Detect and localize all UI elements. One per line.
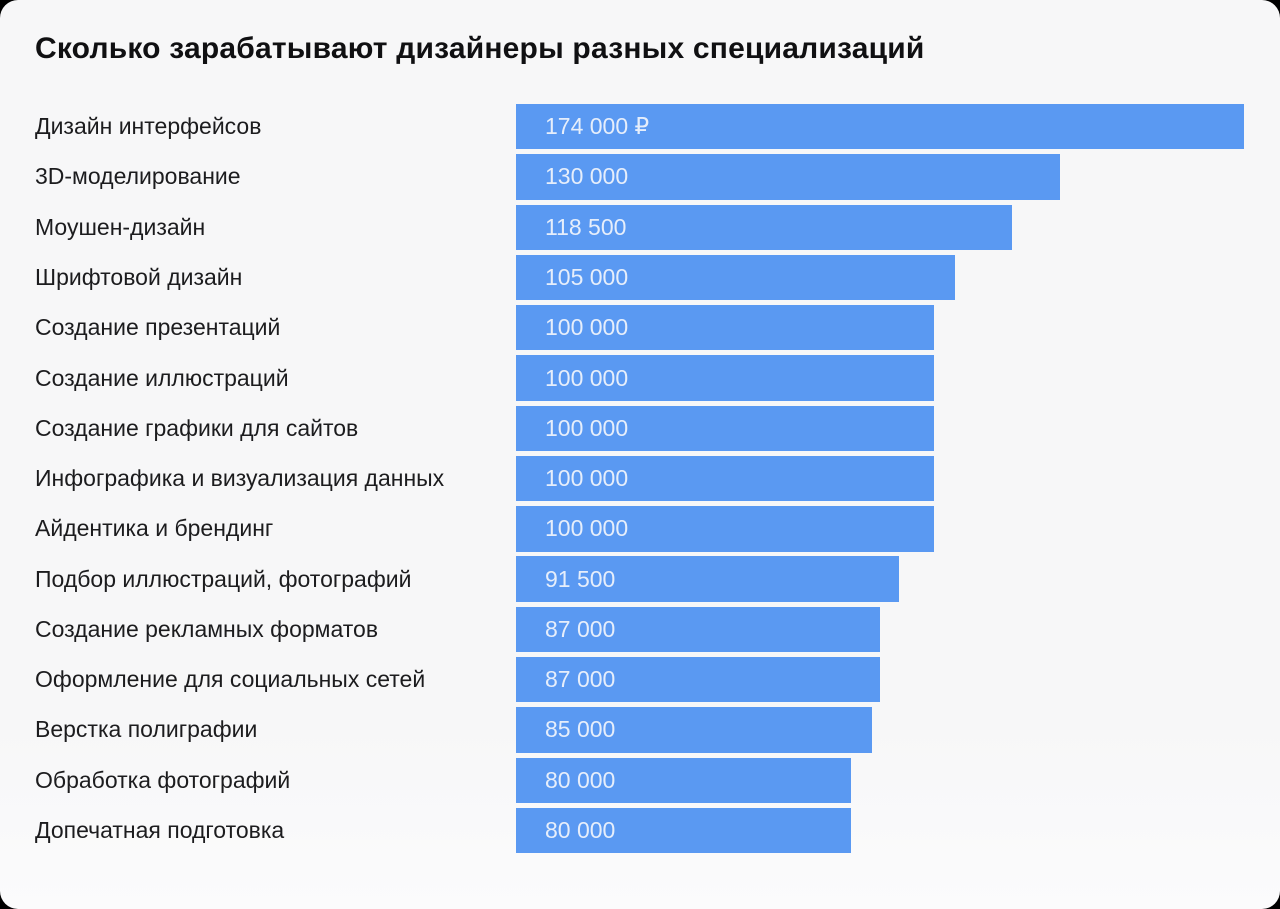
bar-row: Дизайн интерфейсов 174 000 ₽ [0,104,1280,150]
bar-row: Айдентика и брендинг 100 000 [0,506,1280,552]
bar-value-label: 91 500 [545,565,616,592]
bar-value-label: 118 500 [545,213,627,240]
bar: 80 000 [516,757,851,803]
bar-value-label: 85 000 [545,716,616,743]
bar-value-label: 87 000 [545,615,616,642]
bar-row: Допечатная подготовка 80 000 [0,807,1280,854]
bar-value-label: 100 000 [545,465,629,492]
category-label: Создание презентаций [35,314,281,341]
category-label: Верстка полиграфии [35,716,258,743]
category-label: Создание иллюстраций [35,364,289,391]
category-label: Моушен-дизайн [35,213,206,240]
bar-row: Моушен-дизайн 118 500 [0,204,1280,250]
bar-row: Создание иллюстраций 100 000 [0,355,1280,401]
category-label: Допечатная подготовка [35,816,285,843]
bar-value-label: 105 000 [545,263,629,290]
bar-value-label: 100 000 [545,314,629,341]
bar-value-label: 100 000 [545,414,629,441]
bar: 118 500 [516,204,1012,250]
bar-value-label: 174 000 ₽ [545,113,650,140]
category-label: Айдентика и брендинг [35,515,274,542]
bar-value-label: 100 000 [545,515,629,542]
bar: 87 000 [516,606,880,653]
bar-row: 3D-моделирование 130 000 [0,154,1280,200]
bar-row: Создание графики для сайтов 100 000 [0,405,1280,451]
chart-title: Сколько зарабатывают дизайнеры разных сп… [35,32,925,65]
bar: 85 000 [516,707,872,753]
bar-row: Создание рекламных форматов 87 000 [0,606,1280,653]
bar: 91 500 [516,556,899,602]
bar: 100 000 [516,455,934,502]
bar-row: Инфографика и визуализация данных 100 00… [0,455,1280,502]
bar: 105 000 [516,254,955,301]
bar-row: Шрифтовой дизайн 105 000 [0,254,1280,301]
bar-value-label: 80 000 [545,816,616,843]
bar: 87 000 [516,656,880,703]
bar-value-label: 80 000 [545,766,616,793]
category-label: 3D-моделирование [35,163,241,190]
bar: 100 000 [516,405,934,451]
category-label: Создание графики для сайтов [35,414,359,441]
bar-row: Оформление для социальных сетей 87 000 [0,656,1280,703]
bar-row: Верстка полиграфии 85 000 [0,707,1280,753]
category-label: Подбор иллюстраций, фотографий [35,565,412,592]
bar: 130 000 [516,154,1060,200]
bar: 100 000 [516,506,934,552]
bar: 100 000 [516,305,934,351]
category-label: Создание рекламных форматов [35,615,379,642]
bar-value-label: 130 000 [545,163,629,190]
bar: 100 000 [516,355,934,401]
category-label: Шрифтовой дизайн [35,263,243,290]
bar-value-label: 100 000 [545,364,629,391]
bar-row: Подбор иллюстраций, фотографий 91 500 [0,556,1280,602]
bar: 80 000 [516,807,851,854]
category-label: Оформление для социальных сетей [35,666,426,693]
category-label: Инфографика и визуализация данных [35,465,445,492]
bar-row: Создание презентаций 100 000 [0,305,1280,351]
category-label: Дизайн интерфейсов [35,113,262,140]
category-label: Обработка фотографий [35,766,291,793]
bar: 174 000 ₽ [516,104,1244,150]
bar-row: Обработка фотографий 80 000 [0,757,1280,803]
bar-value-label: 87 000 [545,666,616,693]
